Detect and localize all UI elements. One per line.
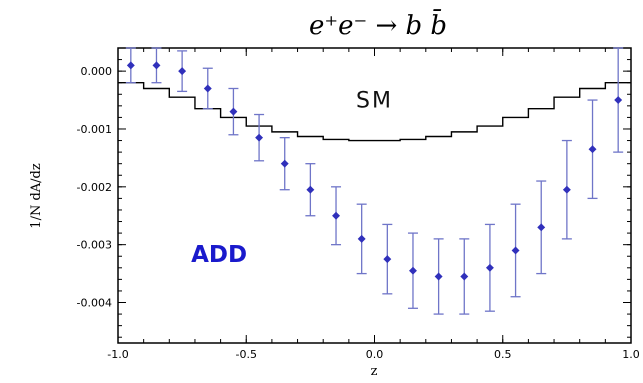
add-marker [537, 223, 546, 232]
add-marker [306, 185, 315, 194]
add-marker [255, 133, 264, 142]
add-marker [152, 61, 161, 70]
add-marker [562, 185, 571, 194]
x-tick-label: 1.0 [622, 348, 640, 361]
add-point [484, 223, 495, 312]
add-point [125, 47, 136, 84]
y-tick-label: -0.001 [77, 123, 112, 136]
x-tick-label: 0.5 [494, 348, 512, 361]
add-marker [280, 159, 289, 168]
x-tick-label: -1.0 [107, 348, 128, 361]
add-marker [409, 266, 417, 275]
add-point [561, 139, 572, 240]
add-marker [332, 211, 340, 220]
add-point [305, 163, 316, 217]
add-point [151, 47, 162, 84]
add-point [202, 67, 213, 110]
y-tick-label: -0.002 [77, 181, 112, 194]
y-tick-label: -0.004 [77, 297, 112, 310]
x-tick-label: 0.0 [366, 348, 384, 361]
add-marker [178, 67, 187, 76]
add-marker [460, 272, 469, 281]
add-point [228, 87, 239, 136]
add-point [613, 47, 624, 153]
add-marker [485, 263, 494, 272]
add-marker [588, 145, 597, 154]
add-point [433, 238, 444, 315]
add-point [331, 186, 342, 246]
x-tick-label: -0.5 [236, 348, 257, 361]
chart-title: e⁺e⁻ → b b̄ [309, 8, 447, 41]
axis-ticks: -1.0 -0.5 0.0 0.5 1.0 0.000 -0.001 -0.002 -0.003… [77, 48, 640, 361]
y-axis-label: 1/N dA/dz [29, 163, 44, 229]
add-marker [229, 107, 238, 116]
add-point [356, 203, 367, 275]
add-point [407, 232, 418, 309]
add-point [382, 223, 393, 295]
add-point [177, 50, 188, 93]
add-point [254, 113, 265, 162]
add-marker [126, 61, 135, 70]
add-marker [614, 96, 623, 105]
add-marker [383, 255, 392, 264]
y-tick-label: -0.003 [77, 239, 112, 252]
add-marker [203, 84, 212, 93]
add-point [536, 180, 547, 275]
add-marker [511, 246, 520, 255]
add-point [587, 99, 598, 200]
sm-annotation: SM [356, 89, 393, 114]
add-marker [434, 272, 443, 281]
y-tick-label: 0.000 [81, 65, 113, 78]
add-marker [357, 234, 366, 243]
add-annotation: ADD [191, 242, 247, 268]
add-point [510, 203, 521, 298]
x-axis-label: z [371, 364, 378, 379]
add-point [279, 137, 290, 191]
add-point [459, 238, 470, 315]
